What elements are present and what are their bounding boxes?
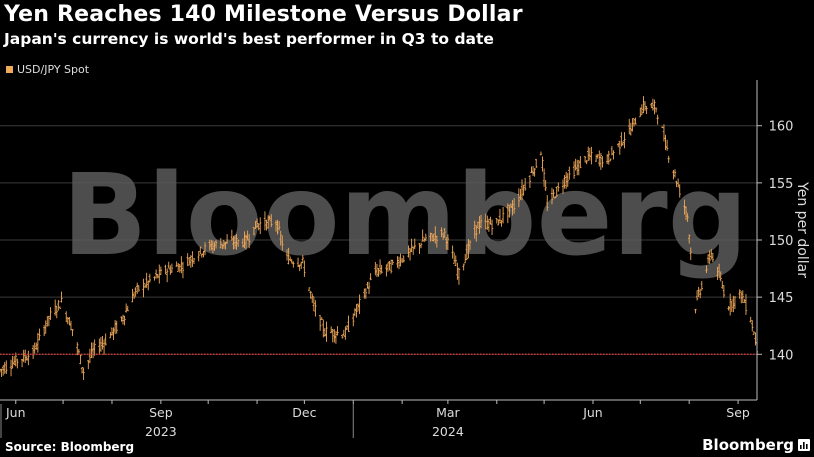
y-tick-label: 140 — [769, 348, 794, 363]
y-tick-label: 145 — [769, 291, 794, 306]
chart-subtitle: Japan's currency is world's best perform… — [4, 30, 494, 48]
legend: USD/JPY Spot — [6, 63, 89, 76]
y-tick-label: 155 — [769, 177, 794, 192]
legend-swatch — [6, 66, 13, 73]
legend-label: USD/JPY Spot — [17, 63, 90, 76]
x-tick-label: Dec — [292, 405, 316, 420]
x-tick-label: Jun — [582, 405, 603, 420]
x-tick-label: Sep — [149, 405, 173, 420]
y-axis-label: Yen per dollar — [794, 181, 810, 278]
axes: 140 145 150 155 160 Yen per dollar Jun Sep Dec Ma… — [0, 80, 810, 439]
x-year-label: 2023 — [145, 424, 177, 439]
x-year-label: 2024 — [432, 424, 464, 439]
price-series — [0, 96, 759, 380]
y-tick-label: 160 — [769, 120, 794, 135]
brand-name: Bloomberg — [702, 436, 794, 454]
chart-title: Yen Reaches 140 Milestone Versus Dollar — [4, 2, 523, 27]
bar-chart-icon — [798, 439, 810, 451]
source-note: Source: Bloomberg — [5, 440, 135, 454]
x-tick-label: Sep — [726, 405, 750, 420]
x-tick-label: Jun — [5, 405, 26, 420]
y-tick-label: 150 — [769, 234, 794, 249]
bloomberg-watermark: Bloomberg — [62, 151, 748, 281]
x-tick-label: Mar — [436, 405, 460, 420]
brand-logo: Bloomberg — [702, 436, 810, 454]
